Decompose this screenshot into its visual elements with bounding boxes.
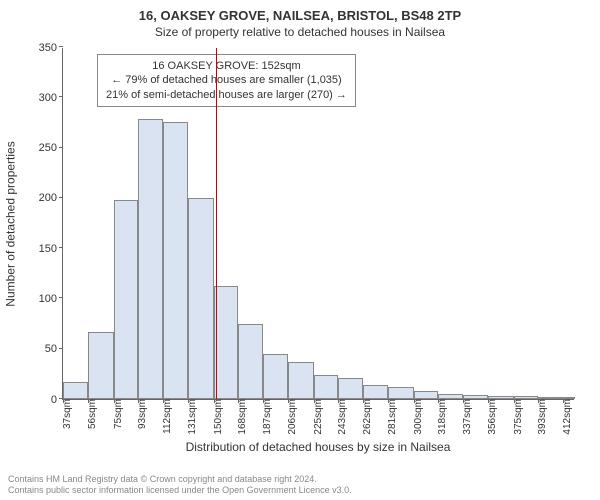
annotation-line-2: ← 79% of detached houses are smaller (1,… [106, 73, 347, 87]
chart-subtitle: Size of property relative to detached ho… [8, 25, 592, 39]
y-tick-label: 50 [23, 343, 63, 355]
x-tick-label: 168sqm [237, 399, 248, 435]
x-tick-label: 150sqm [213, 399, 224, 435]
x-tick-label: 300sqm [413, 399, 424, 435]
y-tick-label: 250 [23, 142, 63, 154]
y-tick-label: 150 [23, 243, 63, 255]
x-tick-label: 37sqm [62, 399, 73, 429]
histogram-bar [338, 378, 363, 399]
y-tick-label: 200 [23, 192, 63, 204]
histogram-bar [314, 375, 338, 399]
y-tick-label: 0 [23, 394, 63, 406]
histogram-bar [63, 382, 88, 399]
y-axis-label: Number of detached properties [2, 48, 20, 400]
histogram-bar [188, 198, 213, 399]
x-tick-label: 262sqm [362, 399, 373, 435]
histogram-bar [288, 362, 313, 399]
histogram-bar [263, 354, 288, 399]
histogram-bar [114, 200, 138, 399]
chart-plot-area: 16 OAKSEY GROVE: 152sqm ← 79% of detache… [62, 48, 574, 400]
x-tick-label: 356sqm [487, 399, 498, 435]
x-tick-label: 56sqm [87, 399, 98, 429]
histogram-bar [138, 119, 163, 399]
x-tick-label: 243sqm [337, 399, 348, 435]
x-tick-label: 112sqm [162, 399, 173, 434]
x-tick-label: 281sqm [387, 399, 398, 435]
annotation-line-1: 16 OAKSEY GROVE: 152sqm [106, 59, 347, 73]
x-axis-label: Distribution of detached houses by size … [62, 440, 574, 454]
y-tick-mark [59, 348, 63, 349]
x-tick-label: 225sqm [313, 399, 324, 435]
y-tick-mark [59, 197, 63, 198]
x-tick-label: 412sqm [562, 399, 573, 435]
x-tick-label: 206sqm [287, 399, 298, 435]
y-tick-mark [59, 297, 63, 298]
y-tick-label: 300 [23, 92, 63, 104]
annotation-line-3: 21% of semi-detached houses are larger (… [106, 88, 347, 102]
x-tick-label: 131sqm [187, 399, 198, 435]
y-tick-mark [59, 247, 63, 248]
x-tick-label: 93sqm [137, 399, 148, 429]
footer-attribution: Contains HM Land Registry data © Crown c… [8, 474, 592, 496]
y-tick-label: 100 [23, 293, 63, 305]
histogram-bar [388, 387, 413, 399]
y-tick-mark [59, 147, 63, 148]
chart-title: 16, OAKSEY GROVE, NAILSEA, BRISTOL, BS48… [8, 8, 592, 23]
marker-line [216, 48, 217, 399]
y-tick-mark [59, 96, 63, 97]
x-tick-label: 375sqm [513, 399, 524, 435]
histogram-bar [414, 391, 438, 399]
x-tick-label: 187sqm [262, 399, 273, 435]
x-tick-label: 318sqm [437, 399, 448, 435]
histogram-bar [163, 122, 188, 399]
marker-annotation: 16 OAKSEY GROVE: 152sqm ← 79% of detache… [97, 54, 356, 107]
histogram-bar [88, 332, 113, 399]
y-tick-label: 350 [23, 42, 63, 54]
y-tick-mark [59, 46, 63, 47]
x-tick-label: 393sqm [537, 399, 548, 435]
x-tick-label: 337sqm [462, 399, 473, 435]
x-tick-label: 75sqm [113, 399, 124, 429]
histogram-bar [238, 324, 263, 399]
histogram-bar [363, 385, 388, 399]
